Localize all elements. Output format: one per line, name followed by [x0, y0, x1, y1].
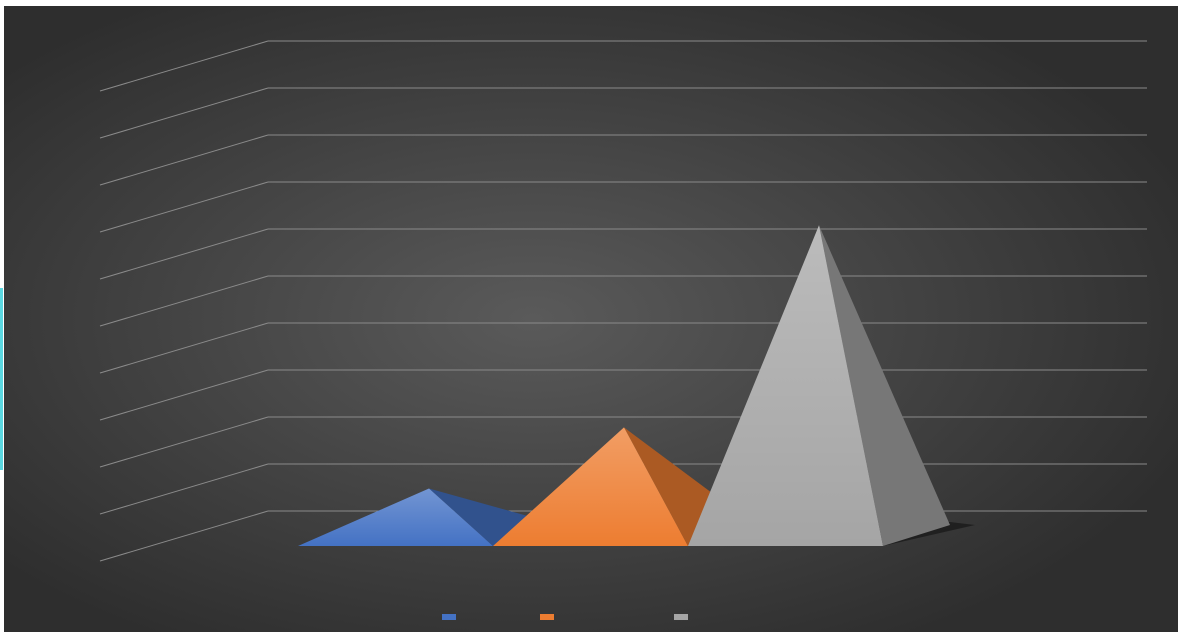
grid-line	[99, 134, 269, 186]
grid-line	[99, 228, 269, 280]
legend-swatch	[540, 614, 554, 620]
pyramid-highlight	[688, 225, 883, 547]
pyramid-side	[819, 225, 950, 547]
legend-swatch	[674, 614, 688, 620]
edge-strip	[0, 288, 3, 470]
grid-line	[99, 510, 269, 562]
grid-line	[99, 322, 269, 374]
grid-line	[99, 275, 269, 327]
pyramid-highlight	[493, 427, 688, 546]
legend-swatch	[442, 614, 456, 620]
grid-line	[99, 181, 269, 233]
grid-line	[99, 416, 269, 468]
grid-line	[99, 87, 269, 139]
grid-line	[99, 369, 269, 421]
grid-line	[99, 463, 269, 515]
pyramid-highlight	[298, 488, 493, 546]
grid-line	[99, 40, 269, 92]
